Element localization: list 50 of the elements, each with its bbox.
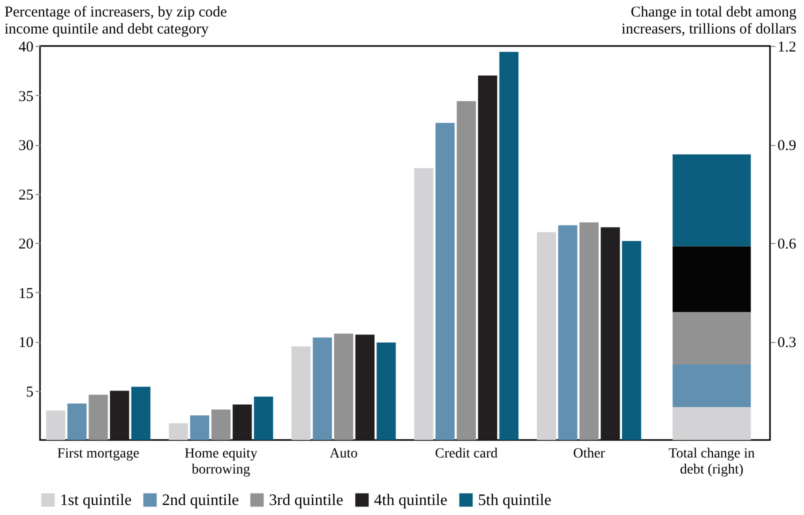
- x-tick-label: Auto: [330, 446, 358, 462]
- y2-axis-title: Change in total debt among increasers, trillions of dollars: [622, 4, 797, 38]
- bar: [46, 410, 66, 440]
- y-tick-label: 30: [18, 138, 34, 154]
- bar: [334, 334, 354, 440]
- y-tick-label: 10: [18, 335, 34, 351]
- bar: [168, 423, 188, 440]
- y2-tick-label: 1.2: [778, 40, 796, 56]
- bar: [312, 338, 332, 440]
- y-tick-label: 15: [18, 286, 34, 302]
- bar: [376, 342, 396, 440]
- bar: [211, 409, 231, 440]
- x-tick-label: Total change in debt (right): [668, 446, 755, 478]
- legend-label: 5th quintile: [478, 492, 552, 509]
- x-tick-label: Home equity borrowing: [184, 446, 258, 478]
- y-tick-label: 40: [18, 40, 34, 56]
- bar: [88, 394, 108, 440]
- bar: [355, 334, 375, 440]
- bar: [622, 241, 642, 440]
- bar: [232, 404, 252, 440]
- y-tick-label: 20: [18, 236, 34, 252]
- bar: [435, 122, 455, 440]
- legend-label: 3rd quintile: [269, 492, 344, 509]
- y2-tick-label: 0.6: [778, 236, 797, 252]
- y-tick-label: 35: [18, 88, 34, 105]
- bar: [131, 386, 150, 440]
- bar: [600, 227, 620, 440]
- bar: [110, 390, 130, 440]
- x-tick-label: Credit card: [435, 446, 498, 462]
- x-tick-label: Other: [573, 446, 606, 462]
- bar: [499, 52, 518, 440]
- bar: [536, 232, 556, 440]
- bar: [254, 396, 274, 440]
- bar: [579, 222, 599, 440]
- y2-tick-label: 0.3: [778, 335, 796, 351]
- x-tick-label: First mortgage: [57, 446, 140, 462]
- bar: [292, 346, 311, 440]
- bar: [558, 225, 578, 440]
- y2-tick-label: 0.9: [778, 138, 796, 154]
- y-tick-label: 5: [26, 384, 34, 400]
- bar: [456, 101, 476, 440]
- bar: [414, 168, 434, 440]
- legend-label: 2nd quintile: [162, 492, 239, 509]
- y-axis-title: Percentage of increasers, by zip code income quintile and debt category: [4, 4, 228, 38]
- bar: [67, 404, 87, 440]
- bar: [190, 415, 210, 440]
- legend-label: 1st quintile: [60, 492, 132, 509]
- y-tick-label: 25: [18, 187, 34, 204]
- bar: [478, 76, 498, 440]
- legend-label: 4th quintile: [374, 492, 448, 509]
